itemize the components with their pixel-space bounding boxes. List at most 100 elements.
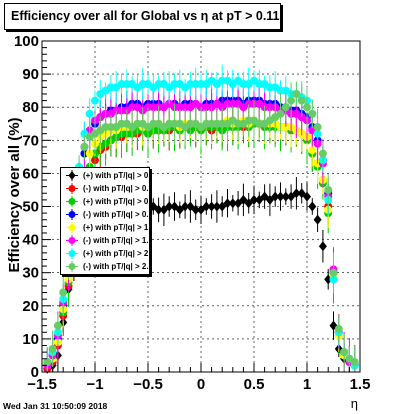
data-point — [281, 191, 290, 202]
data-point — [287, 96, 296, 105]
data-point — [308, 201, 317, 212]
y-tick-label: 30 — [22, 265, 39, 282]
data-point — [276, 191, 285, 202]
data-point — [271, 191, 280, 202]
legend-marker — [61, 260, 83, 273]
y-tick-label: 70 — [22, 132, 39, 149]
data-point — [48, 344, 57, 353]
date-stamp: Wed Jan 31 10:50:09 2018 — [3, 401, 108, 411]
data-point — [276, 109, 285, 118]
data-point — [340, 348, 349, 357]
y-tick-label: 100 — [14, 33, 39, 50]
data-point — [80, 142, 89, 151]
legend-symbol — [68, 198, 76, 205]
data-point — [313, 214, 322, 225]
data-point — [313, 123, 322, 132]
x-axis-label: η — [350, 396, 358, 411]
y-tick-label: 90 — [22, 66, 39, 83]
y-axis-label: Efficiency over all (%) — [6, 117, 23, 273]
data-point — [43, 358, 52, 367]
legend-label: (-) with pT/|q| > 0.5 — [83, 210, 149, 219]
x-tick-label: −1.5 — [27, 376, 57, 393]
legend-marker — [61, 169, 83, 182]
legend-symbol — [68, 237, 76, 244]
legend-entry: (+) with pT/|q| > 2.0 — [61, 247, 149, 260]
data-point — [191, 204, 200, 215]
data-point — [59, 288, 68, 297]
data-point — [308, 109, 317, 118]
legend-label: (-) with pT/|q| > 2.0 — [83, 262, 149, 271]
y-tick-label: 40 — [22, 232, 39, 249]
legend-symbol — [68, 211, 76, 218]
data-point — [165, 201, 174, 212]
data-point — [308, 146, 317, 155]
legend-label: (+) with pT/|q| > 0.5 — [83, 197, 149, 206]
data-point — [292, 89, 301, 98]
data-point — [324, 185, 333, 194]
y-tick-label: 60 — [22, 165, 39, 182]
data-point — [297, 96, 306, 105]
data-point — [53, 321, 62, 330]
y-tick-label: 10 — [22, 331, 39, 348]
legend-entry: (-) with pT/|q| > 1.0 — [61, 234, 149, 247]
legend-entry: (+) with pT/|q| > 0.1 — [61, 169, 149, 182]
data-point — [318, 241, 327, 252]
legend-symbol — [68, 224, 76, 231]
legend-symbol — [68, 185, 76, 192]
data-point — [223, 198, 232, 209]
data-point — [207, 201, 216, 212]
data-point — [334, 324, 343, 333]
legend-marker — [61, 221, 83, 234]
data-point — [292, 188, 301, 199]
legend-marker — [61, 234, 83, 247]
y-tick-label: 20 — [22, 298, 39, 315]
axes: −1.5 −1 −0.5 0 0.5 1 1.5 0 10 20 30 40 50 60 70 80 90 100 — [14, 33, 370, 393]
data-point — [154, 204, 163, 215]
legend-entry: (+) with pT/|q| > 1.0 — [61, 221, 149, 234]
legend-label: (+) with pT/|q| > 1.0 — [83, 223, 149, 232]
data-point — [181, 201, 190, 212]
x-tick-label: −0.5 — [133, 376, 163, 393]
legend-marker — [61, 182, 83, 195]
data-point — [85, 109, 94, 118]
y-tick-label: 0 — [31, 364, 39, 381]
x-tick-label: −1 — [86, 376, 103, 393]
legend-label: (+) with pT/|q| > 0.1 — [83, 171, 149, 180]
data-point — [350, 358, 359, 367]
data-point — [212, 201, 221, 212]
legend-marker — [61, 195, 83, 208]
chart-title: Efficiency over all for Global vs η at p… — [4, 3, 281, 30]
legend-symbol — [68, 171, 76, 180]
legend-marker — [61, 208, 83, 221]
data-point — [281, 103, 290, 112]
legend: (+) with pT/|q| > 0.1 (-) with pT/|q| > … — [60, 167, 150, 275]
data-point — [85, 149, 94, 158]
x-tick-label: 1.5 — [350, 376, 371, 393]
legend-marker — [61, 247, 83, 260]
data-point — [91, 96, 99, 105]
legend-entry: (-) with pT/|q| > 0.5 — [61, 208, 149, 221]
series-layer — [43, 64, 359, 374]
legend-label: (-) with pT/|q| > 0.1 — [83, 184, 149, 193]
data-point — [202, 201, 211, 212]
x-tick-label: 0.5 — [244, 376, 265, 393]
data-point — [303, 191, 311, 202]
legend-entry: (-) with pT/|q| > 2.0 — [61, 260, 149, 273]
series-8 — [43, 81, 359, 372]
y-tick-label: 50 — [22, 199, 39, 216]
x-tick-label: 0 — [197, 376, 205, 393]
data-point — [329, 268, 338, 277]
data-point — [318, 149, 327, 158]
legend-entry: (-) with pT/|q| > 0.1 — [61, 182, 149, 195]
legend-symbol — [68, 263, 76, 270]
legend-symbol — [68, 250, 76, 257]
legend-entry: (+) with pT/|q| > 0.5 — [61, 195, 149, 208]
y-tick-label: 80 — [22, 99, 39, 116]
data-point — [250, 194, 258, 205]
x-tick-label: 1 — [303, 376, 311, 393]
legend-label: (-) with pT/|q| > 1.0 — [83, 236, 149, 245]
legend-label: (+) with pT/|q| > 2.0 — [83, 249, 149, 258]
data-point — [228, 198, 237, 209]
data-point — [303, 103, 311, 112]
